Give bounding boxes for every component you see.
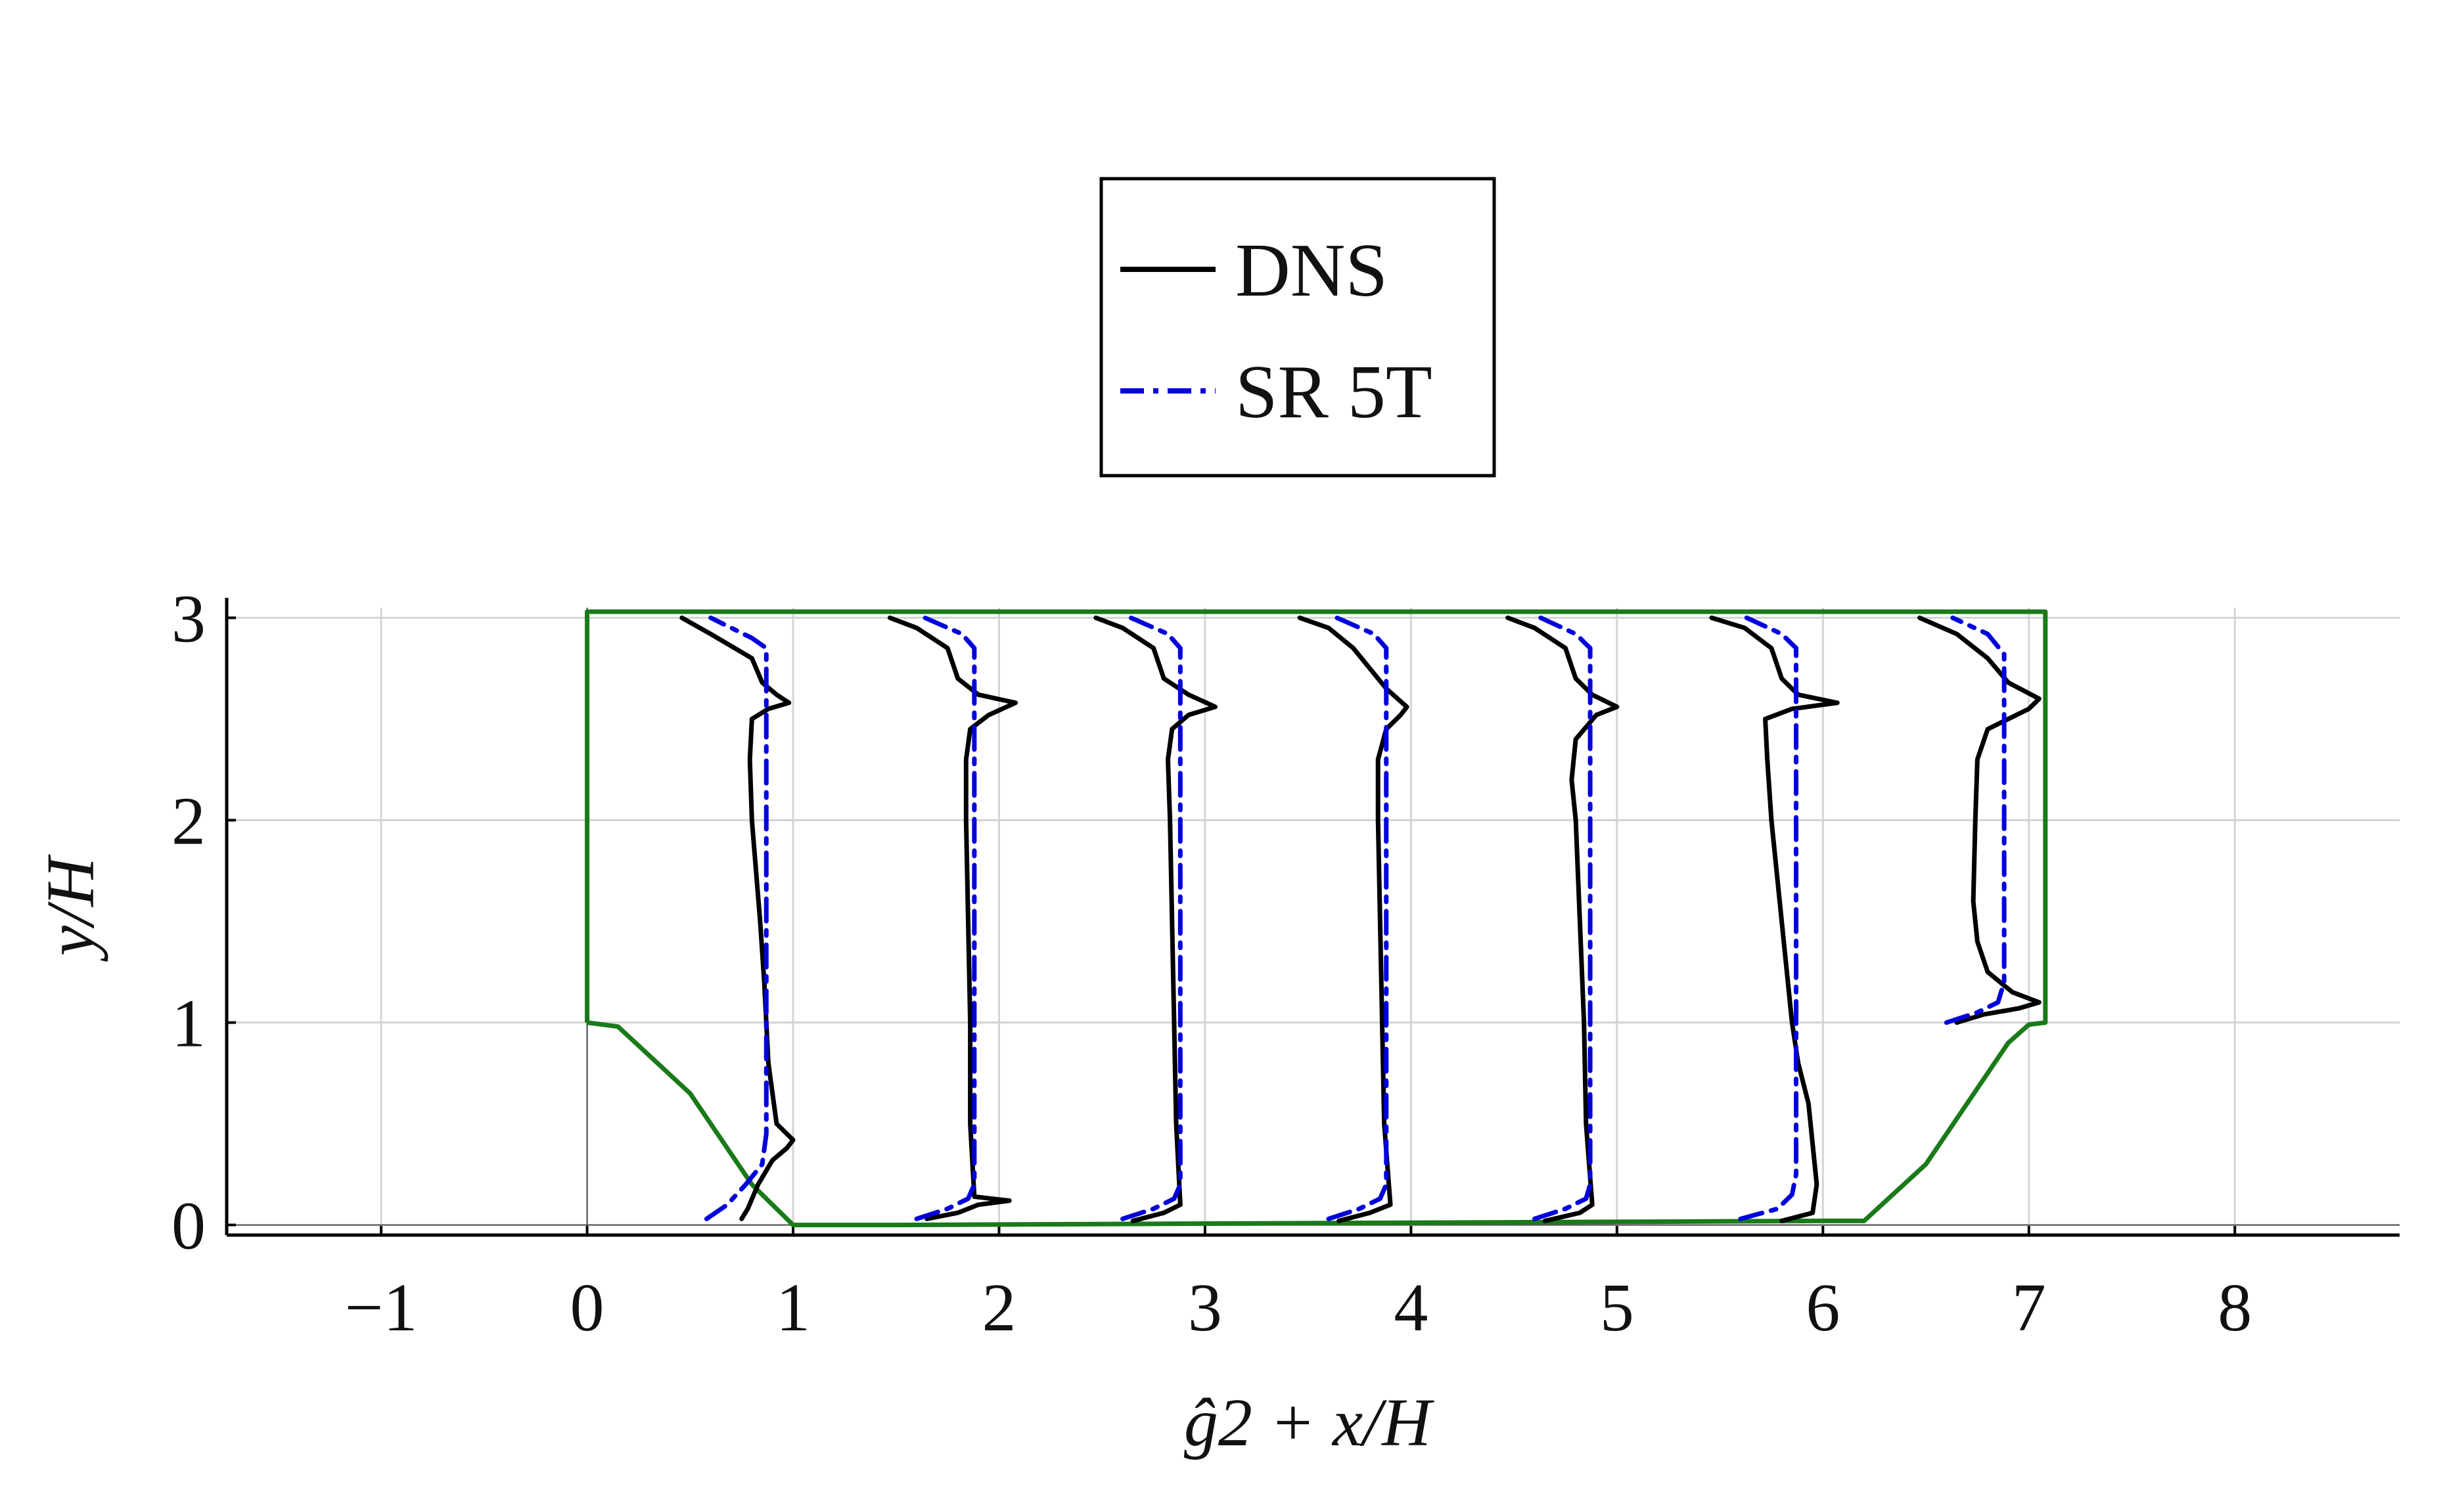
legend-label-sr5t: SR 5T xyxy=(1235,350,1432,434)
y-axis-label: y/H xyxy=(33,854,108,962)
sr5t-profile-1 xyxy=(914,615,977,1221)
legend-box xyxy=(1099,177,1496,478)
legend-label-dns: DNS xyxy=(1235,229,1388,313)
legend: DNS SR 5T xyxy=(1099,177,1496,478)
x-tick-label-2: 1 xyxy=(776,1270,810,1345)
x-tick-labels: −1 0 1 2 3 4 5 6 7 8 xyxy=(345,1270,2252,1345)
sr5t-profile-0 xyxy=(704,615,769,1221)
sr5t-profile-4 xyxy=(1532,615,1593,1221)
dns-profile-4 xyxy=(1505,615,1620,1223)
sr5t-profile-3 xyxy=(1326,615,1389,1221)
axes xyxy=(225,598,2400,1237)
y-tick-label-1: 1 xyxy=(171,986,206,1062)
x-tick-label-1: 0 xyxy=(570,1270,605,1345)
x-tick-label-4: 3 xyxy=(1188,1270,1222,1345)
dns-profile-1 xyxy=(887,615,1018,1221)
sr5t-profile-6 xyxy=(1944,615,2007,1026)
geometry-outline xyxy=(585,609,2048,1228)
y-tick-label-2: 2 xyxy=(171,783,206,859)
x-tick-label-6: 5 xyxy=(1600,1270,1634,1345)
y-tick-labels: 0 1 2 3 xyxy=(171,581,206,1263)
x-tick-label-9: 8 xyxy=(2218,1270,2252,1345)
sr5t-profile-2 xyxy=(1120,615,1183,1221)
dns-profile-0 xyxy=(679,615,796,1221)
domain-geometry xyxy=(585,609,2048,1228)
dns-profile-2 xyxy=(1093,615,1218,1223)
profiles xyxy=(679,615,2042,1223)
sr5t-profile-5 xyxy=(1738,615,1799,1221)
dns-profile-5 xyxy=(1709,615,1840,1223)
x-axis-label: ĝ2 + x/H xyxy=(1184,1385,1434,1460)
grid xyxy=(227,608,2400,1235)
x-tick-label-5: 4 xyxy=(1394,1270,1428,1345)
x-tick-label-0: −1 xyxy=(345,1270,418,1345)
y-tick-label-0: 0 xyxy=(171,1188,206,1264)
x-tick-label-8: 7 xyxy=(2012,1270,2046,1345)
x-tick-label-3: 2 xyxy=(982,1270,1016,1345)
dns-profile-3 xyxy=(1297,615,1409,1223)
y-tick-label-3: 3 xyxy=(171,581,206,656)
x-tick-label-7: 6 xyxy=(1806,1270,1840,1345)
